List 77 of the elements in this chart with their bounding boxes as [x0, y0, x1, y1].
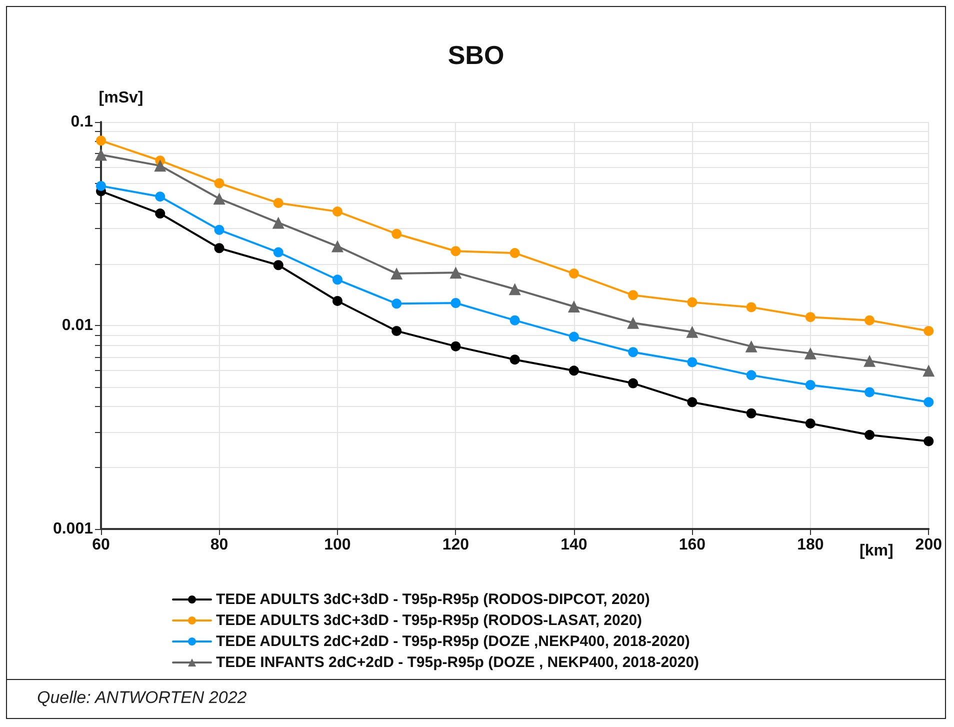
point	[746, 302, 756, 312]
point	[273, 198, 284, 208]
point	[568, 332, 579, 342]
x-tick-label: 120	[442, 536, 470, 554]
point	[746, 408, 756, 418]
point	[805, 380, 816, 390]
point	[213, 192, 226, 205]
point	[745, 340, 758, 352]
point	[392, 228, 402, 239]
x-tick-label: 200	[915, 536, 942, 554]
point	[450, 266, 462, 279]
x-tick-label: 100	[324, 536, 351, 554]
point	[627, 316, 640, 329]
point	[96, 136, 106, 146]
x-tick-label: 180	[797, 536, 824, 554]
point	[864, 430, 875, 440]
legend-label: TEDE ADULTS 3dC+3dD - T95p-R95p (RODOS-LASAT, 2020)	[216, 612, 642, 629]
x-tick-label: 60	[92, 536, 110, 554]
y-tick-label: 0.001	[52, 520, 94, 538]
point	[273, 260, 284, 270]
x-tick-label: 140	[560, 536, 588, 554]
point	[155, 208, 166, 219]
point	[508, 283, 521, 296]
point	[628, 290, 638, 300]
point	[568, 366, 579, 376]
point	[154, 160, 166, 172]
chart-title: SBO	[448, 40, 504, 70]
point	[332, 274, 342, 285]
point	[392, 298, 402, 309]
x-tick-label: 80	[210, 536, 228, 554]
legend-label: TEDE INFANTS 2dC+2dD - T95p-R95p (DOZE , NEKP400, 2018-2020)	[216, 654, 700, 671]
point	[687, 297, 698, 308]
point	[805, 312, 816, 322]
point	[628, 347, 638, 358]
point	[924, 436, 934, 446]
point	[331, 240, 344, 252]
source-note: Quelle: ANTWORTEN 2022	[37, 688, 247, 708]
point	[746, 370, 756, 380]
point	[687, 357, 698, 368]
point	[273, 247, 284, 258]
point	[392, 326, 402, 336]
point	[805, 418, 816, 428]
point	[450, 246, 461, 256]
point	[332, 206, 342, 217]
point	[864, 354, 876, 367]
point	[450, 298, 461, 308]
point	[214, 224, 224, 235]
point	[924, 326, 934, 336]
point	[214, 243, 224, 254]
x-tick-label: 160	[678, 536, 706, 554]
point	[568, 300, 580, 312]
point	[924, 397, 934, 408]
y-axis-title: [mSv]	[98, 90, 144, 106]
point	[510, 354, 520, 365]
legend-label: TEDE ADULTS 3dC+3dD - T95p-R95p (RODOS-DIPCOT, 2020)	[216, 591, 650, 608]
point	[214, 178, 224, 188]
point	[450, 341, 461, 352]
y-tick-label: 0.01	[62, 317, 94, 334]
point	[804, 347, 816, 360]
point	[95, 148, 107, 161]
y-tick-label: 0.1	[70, 114, 94, 130]
point	[390, 268, 403, 280]
point	[510, 248, 520, 258]
point	[568, 268, 579, 279]
x-axis-title: [km]	[860, 542, 894, 560]
point	[628, 378, 638, 388]
point	[96, 180, 106, 191]
point	[155, 192, 166, 202]
legend-label: TEDE ADULTS 2dC+2dD - T95p-R95p (DOZE ,NEKP400, 2018-2020)	[216, 633, 690, 650]
point	[864, 315, 875, 326]
point	[687, 397, 698, 408]
point	[332, 296, 342, 306]
point	[686, 326, 698, 338]
point	[272, 216, 284, 229]
point	[510, 315, 520, 326]
point	[922, 364, 935, 377]
point	[864, 387, 875, 398]
